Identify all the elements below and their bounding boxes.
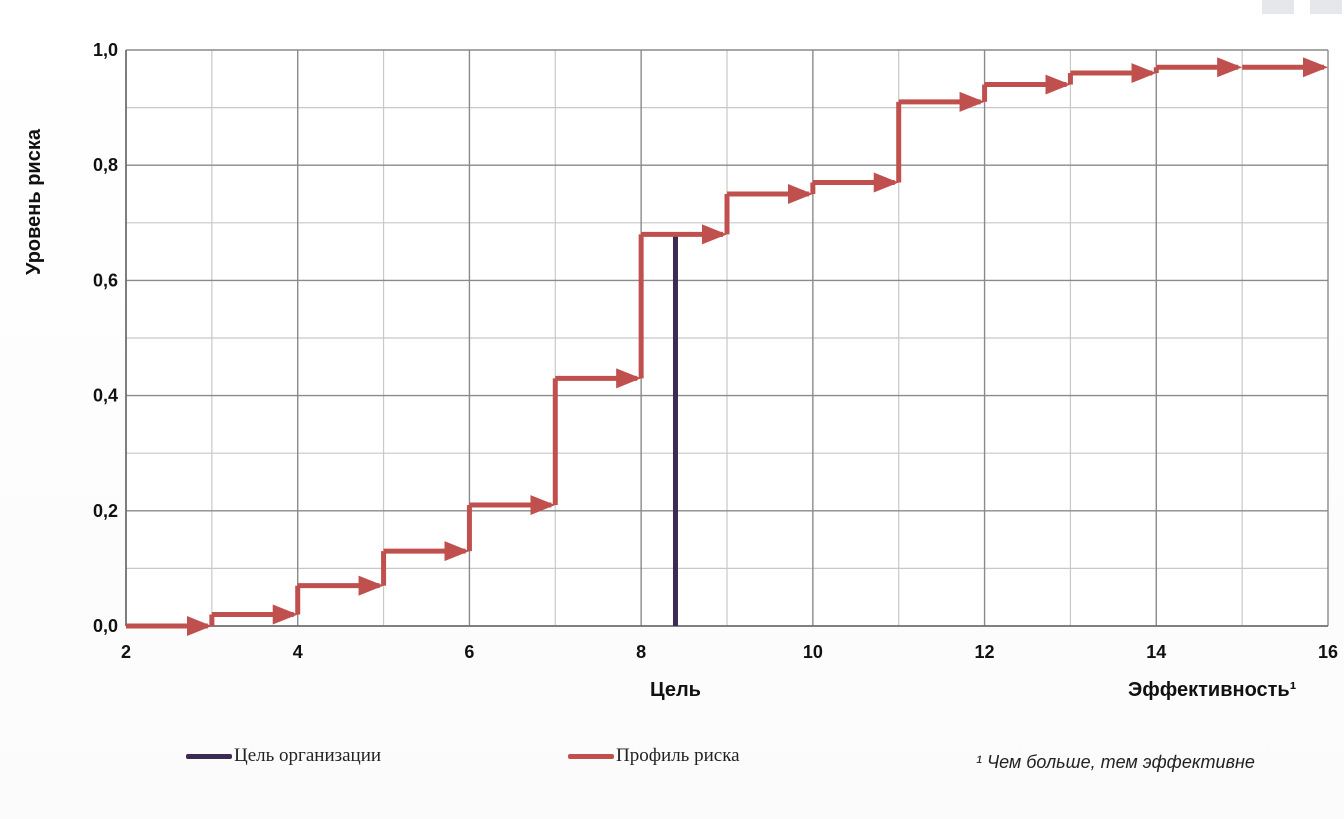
x-tick-label: 8 [636,642,646,662]
x-tick-label: 14 [1146,642,1166,662]
legend-swatch-target [186,753,232,759]
legend-item-target: Цель организации [186,745,381,767]
decor-block [1262,0,1294,14]
x-tick-label: 16 [1318,642,1338,662]
y-tick-label: 1,0 [93,40,118,60]
x-axis-label: Цель [650,679,701,701]
x-axis-label-right: Эффективность¹ [1128,679,1297,701]
y-tick-label: 0,6 [93,270,118,290]
y-tick-label: 0,8 [93,155,118,175]
legend-label-risk-profile: Профиль риска [616,745,740,766]
y-tick-label: 0,4 [93,386,118,406]
x-tick-label: 6 [464,642,474,662]
x-tick-label: 2 [121,642,131,662]
y-axis-label: Уровень риска [23,128,45,275]
legend-swatch-risk-profile [568,753,614,759]
x-tick-label: 12 [975,642,995,662]
y-tick-label: 0,2 [93,501,118,521]
y-tick-label: 0,0 [93,616,118,636]
footnote: ¹ Чем больше, тем эффективне [976,752,1255,772]
legend-label-target: Цель организации [234,745,382,766]
x-tick-label: 10 [803,642,823,662]
x-tick-label: 4 [293,642,303,662]
decor-block [1310,0,1342,14]
legend-item-risk-profile: Профиль риска [568,745,740,767]
